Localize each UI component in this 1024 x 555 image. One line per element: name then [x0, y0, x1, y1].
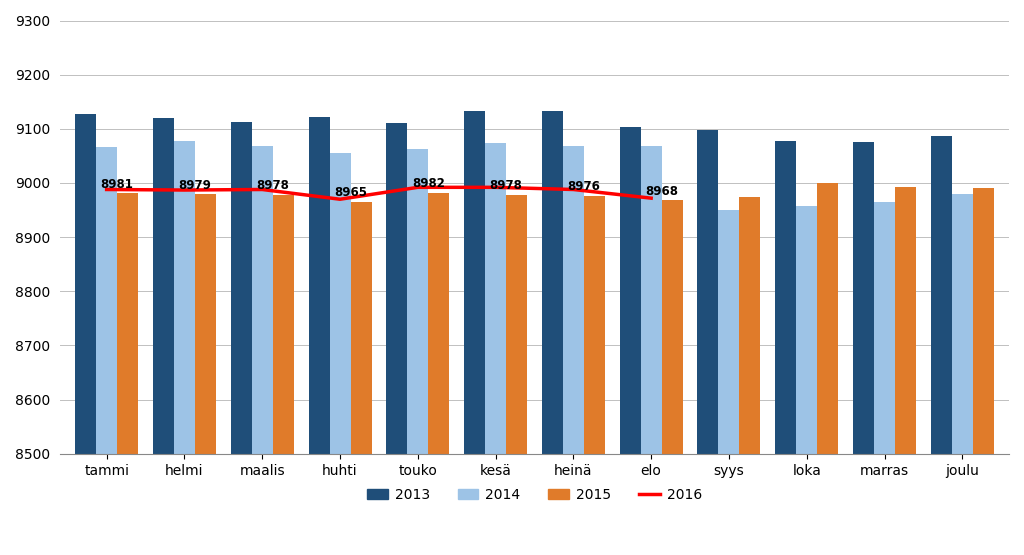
- Bar: [641, 146, 662, 454]
- Text: 8981: 8981: [100, 178, 133, 190]
- Bar: [662, 200, 683, 454]
- Text: 8979: 8979: [178, 179, 211, 191]
- Legend: 2013, 2014, 2015, 2016: 2013, 2014, 2015, 2016: [361, 482, 708, 507]
- Bar: [75, 114, 96, 454]
- Bar: [542, 112, 563, 454]
- Bar: [485, 143, 506, 454]
- Bar: [174, 142, 195, 454]
- Bar: [697, 130, 719, 454]
- Bar: [973, 188, 994, 454]
- Bar: [96, 147, 117, 454]
- Bar: [739, 196, 761, 454]
- Bar: [797, 206, 817, 454]
- Bar: [230, 122, 252, 454]
- Bar: [195, 194, 216, 454]
- Bar: [506, 195, 527, 454]
- Bar: [117, 193, 138, 454]
- Bar: [620, 127, 641, 454]
- Bar: [719, 210, 739, 454]
- Bar: [428, 193, 450, 454]
- Text: 8978: 8978: [489, 179, 522, 192]
- Bar: [931, 137, 952, 454]
- Text: 8982: 8982: [412, 177, 444, 190]
- Bar: [895, 187, 916, 454]
- Bar: [408, 149, 428, 454]
- Bar: [775, 142, 797, 454]
- Bar: [952, 194, 973, 454]
- Bar: [563, 146, 584, 454]
- Bar: [252, 146, 272, 454]
- Bar: [853, 142, 874, 454]
- Bar: [272, 195, 294, 454]
- Text: 8978: 8978: [256, 179, 289, 192]
- Bar: [874, 202, 895, 454]
- Text: 8965: 8965: [334, 186, 367, 199]
- Text: 8968: 8968: [645, 185, 678, 198]
- Bar: [350, 202, 372, 454]
- Bar: [330, 153, 350, 454]
- Text: 8976: 8976: [567, 180, 600, 193]
- Bar: [386, 123, 408, 454]
- Bar: [817, 183, 839, 454]
- Bar: [308, 118, 330, 454]
- Bar: [584, 196, 605, 454]
- Bar: [464, 111, 485, 454]
- Bar: [153, 118, 174, 454]
